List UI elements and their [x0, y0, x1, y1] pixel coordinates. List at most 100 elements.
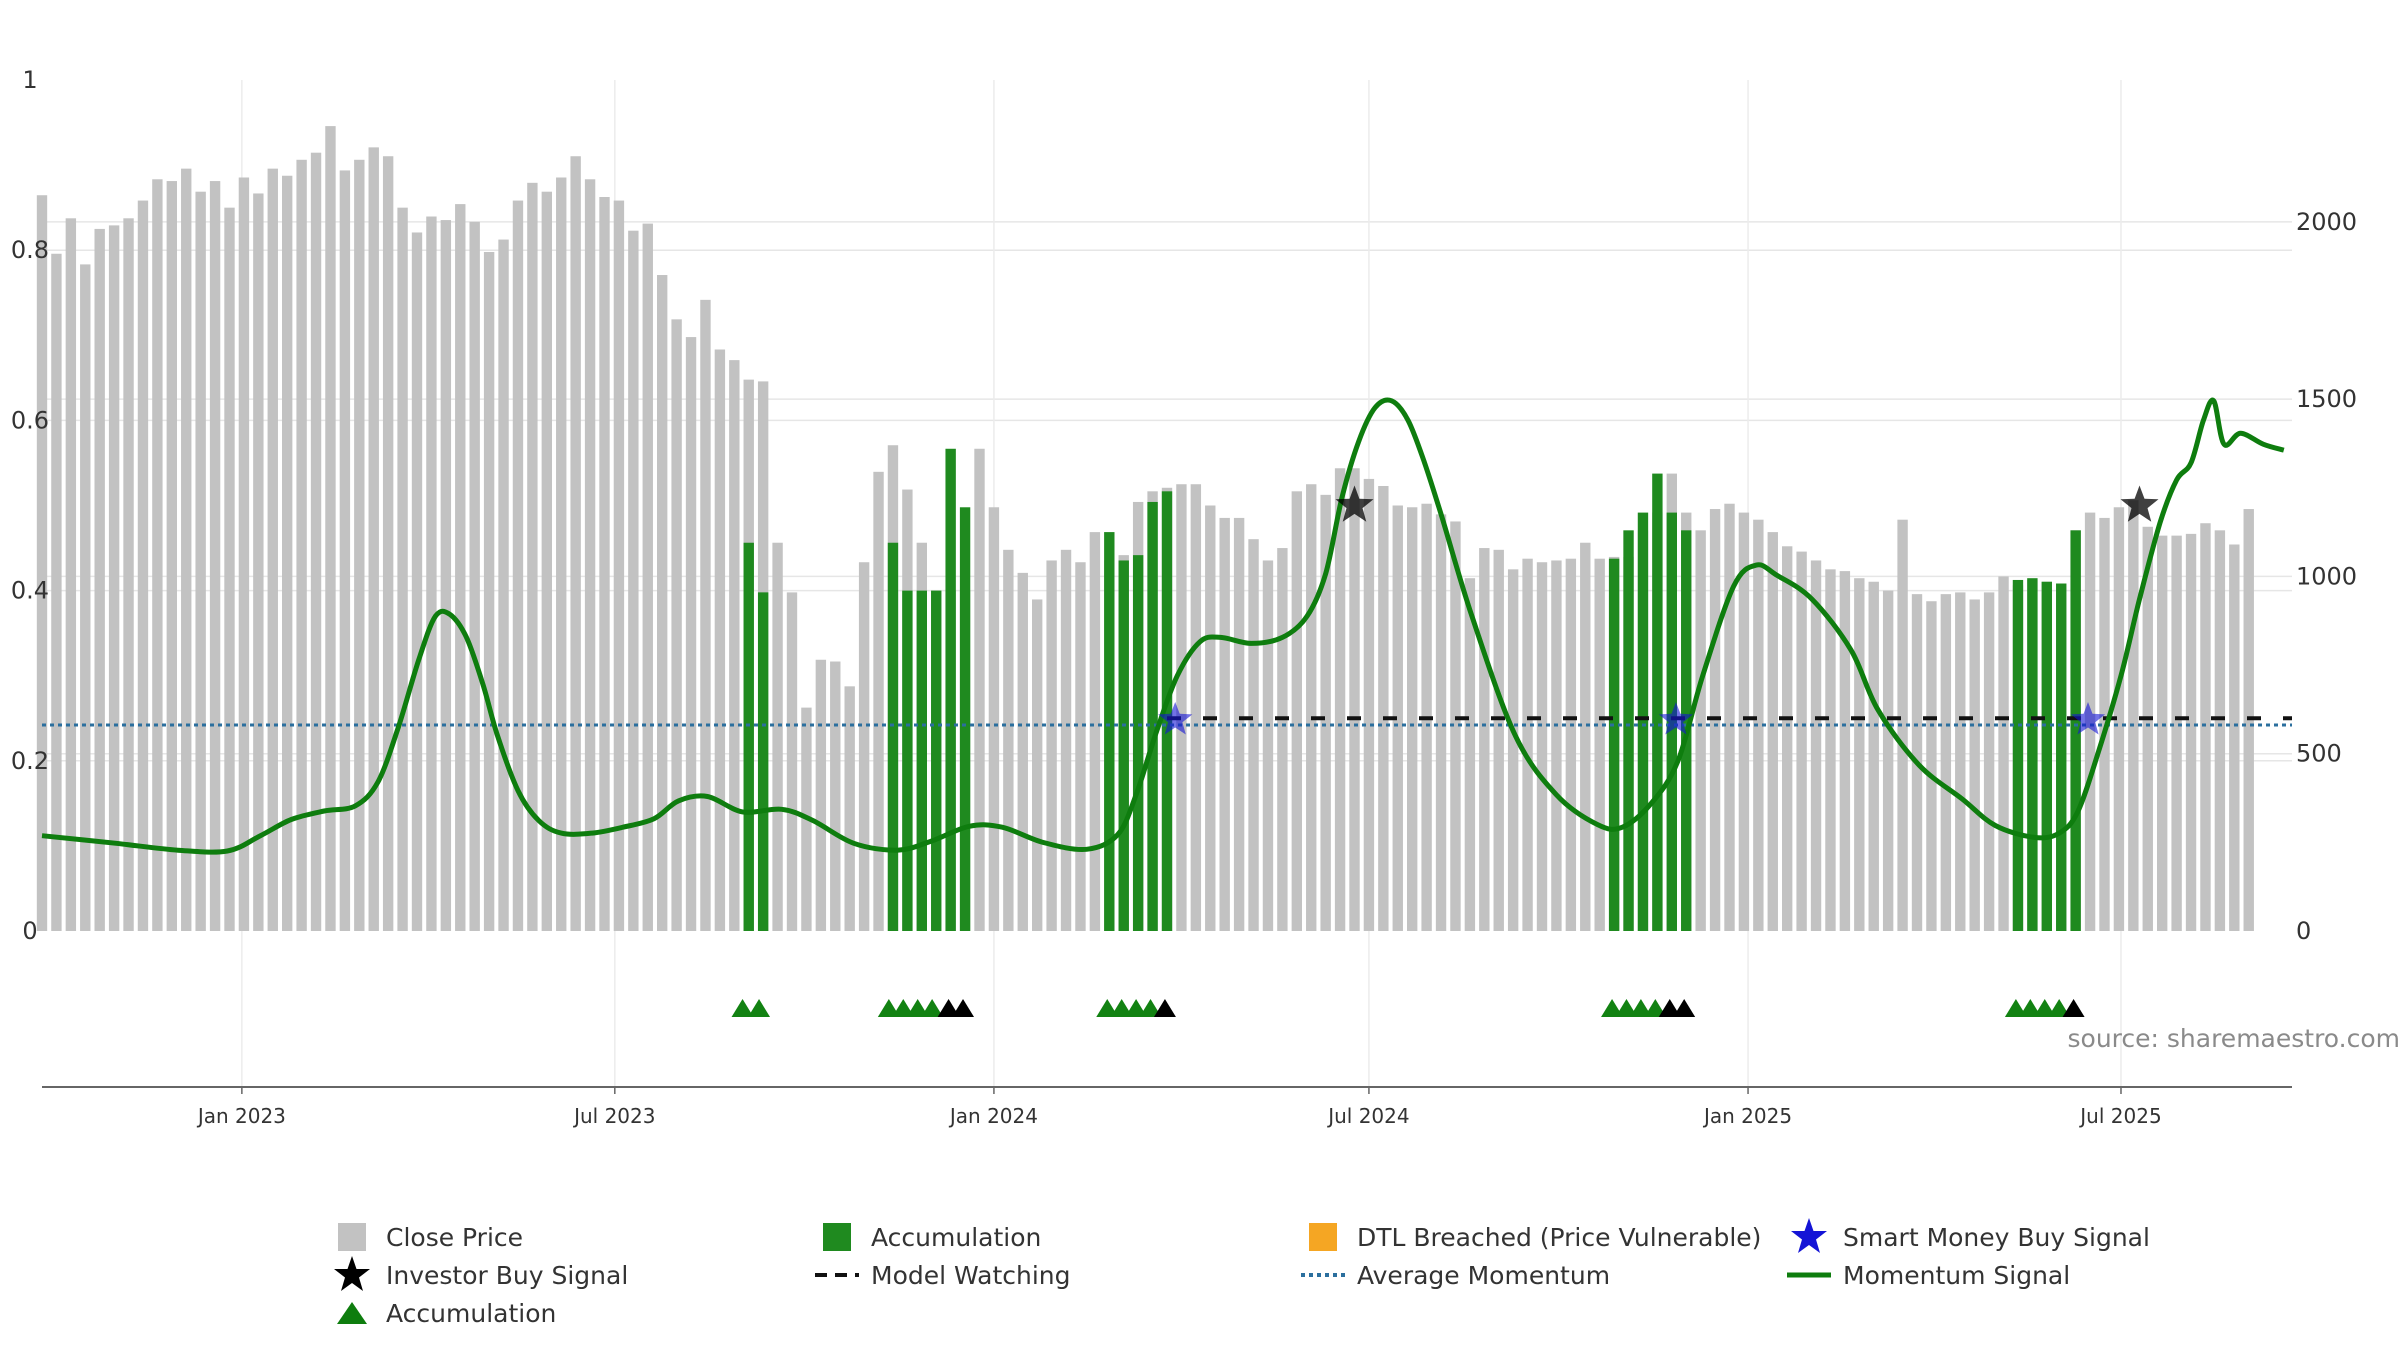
close-price-bar [325, 126, 336, 932]
close-price-bar [873, 471, 884, 931]
x-tick-label: Jan 2023 [196, 1104, 286, 1128]
accumulation-triangle-green [1125, 999, 1148, 1017]
close-price-bar [310, 152, 322, 932]
y-right-tick-label: 500 [2296, 740, 2342, 768]
close-price-bar [1190, 484, 1202, 931]
accumulation-triangle-black [1673, 999, 1696, 1017]
accumulation-triangles [731, 999, 2085, 1017]
close-price-bar [1032, 599, 1043, 931]
close-price-bar [988, 507, 1000, 931]
accumulation-bar [959, 507, 971, 931]
close-price-bar [700, 299, 711, 931]
close-price-bar [584, 179, 596, 932]
close-price-bar [1060, 549, 1072, 931]
x-tick-label: Jul 2025 [2078, 1104, 2161, 1128]
close-price-bar [224, 207, 235, 931]
close-price-bar [2171, 535, 2182, 931]
close-price-bar [1435, 514, 1447, 931]
close-price-bar [152, 179, 163, 932]
close-price-bar [613, 200, 625, 931]
close-price-bar [94, 228, 105, 932]
accumulation-triangle-green [2033, 999, 2056, 1017]
close-price-bar [238, 177, 250, 931]
momentum-lines [41, 397, 2292, 855]
close-price-bar [483, 251, 495, 932]
close-price-bars [36, 126, 2254, 932]
accumulation-bar [1132, 555, 1144, 931]
accumulation-triangle-green [906, 999, 929, 1017]
close-price-bar [1782, 546, 1793, 931]
close-price-bar [195, 191, 206, 932]
accumulation-triangle-green [892, 999, 915, 1017]
close-price-bar [1392, 505, 1403, 931]
y-left-tick-label: 0.6 [11, 406, 49, 434]
accumulation-bar [1623, 530, 1634, 931]
accumulation-bar [2056, 583, 2067, 931]
close-price-bar [685, 337, 697, 932]
close-price-bar [108, 225, 120, 932]
y-left-tick-label: 0.8 [11, 236, 49, 264]
close-price-bar [974, 448, 985, 931]
close-price-bar [368, 147, 379, 931]
accumulation-triangle-green [2048, 999, 2071, 1017]
close-price-bar [1479, 548, 1490, 931]
x-tick-label: Jul 2024 [1326, 1104, 1409, 1128]
smart-money-star [1658, 702, 1693, 735]
close-price-bar [1983, 592, 1995, 931]
close-price-bar [1955, 592, 1966, 931]
close-price-bar [1926, 601, 1937, 931]
close-price-bar [1464, 578, 1476, 931]
accumulation-triangle-green [921, 999, 944, 1017]
accumulation-triangle-green [2004, 999, 2027, 1017]
accumulation-bar [945, 448, 956, 931]
close-price-bar [1089, 532, 1101, 931]
close-price-bar [1248, 539, 1259, 931]
accumulation-triangle-black [952, 999, 975, 1017]
close-price-bar [858, 562, 870, 931]
accumulation-bar [743, 542, 754, 931]
accumulation-bar [1608, 558, 1620, 931]
close-price-bar [1695, 530, 1706, 931]
close-price-bar [382, 156, 394, 931]
close-price-bar [1839, 571, 1851, 931]
close-price-bar [1998, 576, 2009, 931]
close-price-bar [80, 264, 91, 932]
close-price-bar [1507, 569, 1519, 931]
accumulation-bar [887, 542, 899, 931]
close-price-bar [455, 204, 466, 931]
accumulation-triangle-green [1615, 999, 1638, 1017]
close-price-bar [556, 177, 567, 931]
signal-markers [1158, 485, 2159, 735]
accumulation-triangle-green [2019, 999, 2042, 1017]
close-price-bar [2214, 530, 2226, 931]
close-price-bar [1277, 548, 1288, 931]
close-price-bar [296, 159, 307, 931]
accumulation-triangle-green [1110, 999, 1133, 1017]
close-price-bar [1046, 560, 1057, 931]
close-price-bar [657, 275, 668, 931]
close-price-bar [1219, 517, 1230, 931]
y-left-tick-label: 0.4 [11, 577, 49, 605]
close-price-bar [1349, 468, 1360, 931]
close-price-bar [209, 181, 221, 931]
close-price-bar [1565, 558, 1577, 931]
accumulation-bar [1161, 491, 1173, 931]
close-price-bar [1017, 572, 1028, 931]
accumulation-triangle-green [1096, 999, 1119, 1017]
accumulation-triangle-black [1658, 999, 1681, 1017]
close-price-bar [1796, 551, 1807, 931]
close-price-bar [1522, 558, 1533, 931]
smart-money-star [2070, 702, 2106, 735]
close-price-bar [1407, 507, 1418, 931]
close-price-bar [1897, 519, 1908, 931]
close-price-bar [1738, 512, 1750, 931]
close-price-bar [786, 592, 798, 931]
accumulation-bar [1104, 532, 1115, 931]
close-price-bar [1825, 569, 1836, 931]
close-price-bar [166, 181, 177, 931]
close-price-bar [1940, 594, 1952, 931]
accumulation-bar [1118, 560, 1129, 931]
close-price-bar [1580, 542, 1591, 931]
close-price-bar [181, 168, 192, 932]
